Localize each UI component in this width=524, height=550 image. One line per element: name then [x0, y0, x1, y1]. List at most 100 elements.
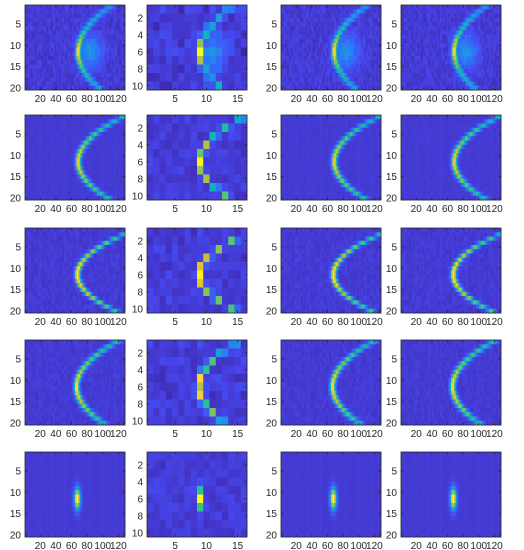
heatmap-cell	[410, 17, 413, 23]
heatmap-cell	[411, 22, 414, 27]
heatmap-cell	[465, 30, 467, 36]
heatmap-cell	[40, 73, 43, 78]
heatmap-cell	[345, 9, 347, 14]
heatmap-cell	[304, 60, 307, 65]
heatmap-cell	[287, 73, 290, 78]
heatmap-cell	[40, 17, 43, 23]
heatmap-cell	[455, 68, 458, 74]
heatmap-cell	[343, 56, 346, 61]
heatmap-cell	[84, 13, 87, 19]
heatmap-cell	[34, 5, 37, 10]
heatmap-cell	[315, 81, 318, 87]
heatmap-cell	[494, 22, 497, 27]
heatmap-cell	[331, 77, 333, 82]
heatmap-cell	[79, 34, 82, 40]
heatmap-cell	[117, 13, 120, 19]
heatmap-cell	[288, 51, 291, 57]
heatmap-cell	[71, 77, 74, 82]
heatmap-cell	[103, 77, 105, 82]
heatmap-cell	[368, 85, 371, 91]
heatmap-cell	[284, 77, 286, 82]
heatmap-cell	[488, 77, 491, 82]
heatmap-cell	[228, 13, 235, 23]
heatmap-cell	[443, 43, 446, 48]
heatmap-cell	[296, 73, 299, 78]
heatmap-cell	[472, 13, 475, 19]
heatmap-cell	[215, 39, 223, 48]
heatmap-cell	[37, 123, 40, 129]
heatmap-cell	[96, 26, 99, 31]
y-tick-label: 5	[391, 20, 397, 31]
heatmap-cell	[60, 119, 63, 124]
heatmap-cell	[430, 17, 433, 23]
heatmap-cell	[443, 81, 446, 87]
heatmap-cell	[479, 73, 481, 78]
heatmap-cell	[366, 47, 369, 53]
heatmap-cell	[306, 34, 308, 40]
heatmap-cell	[73, 157, 76, 163]
heatmap-cell	[432, 43, 435, 48]
heatmap-cell	[474, 85, 477, 91]
heatmap-cell	[90, 81, 93, 87]
heatmap-cell	[348, 13, 351, 19]
heatmap-cell	[115, 43, 118, 48]
heatmap-cell	[482, 9, 485, 14]
heatmap-cell	[404, 47, 406, 53]
heatmap-cell	[45, 39, 48, 44]
heatmap-cell	[307, 51, 310, 57]
heatmap-cell	[159, 47, 167, 57]
heatmap-cell	[326, 81, 329, 87]
heatmap-cell	[93, 77, 96, 82]
heatmap-cell	[39, 13, 41, 19]
heatmap-cell	[120, 5, 123, 10]
heatmap-cell	[449, 64, 452, 70]
heatmap-cell	[153, 73, 160, 82]
heatmap-cell	[426, 5, 428, 10]
x-tick-label: 80	[338, 94, 350, 105]
heatmap-cell	[480, 5, 483, 10]
heatmap-cell	[100, 81, 102, 87]
heatmap-cell	[357, 22, 360, 27]
heatmap-cell	[472, 77, 475, 82]
heatmap-cell	[444, 13, 447, 19]
heatmap-cell	[103, 123, 105, 129]
heatmap-cell	[407, 68, 410, 74]
heatmap-cell	[418, 26, 421, 31]
heatmap-cell	[28, 157, 30, 163]
heatmap-cell	[405, 73, 408, 78]
heatmap-cell	[147, 39, 154, 48]
heatmap-cell	[48, 60, 51, 65]
heatmap-cell	[293, 64, 296, 70]
heatmap-cell	[46, 60, 49, 65]
heatmap-cell	[323, 9, 326, 14]
heatmap-cell	[101, 51, 104, 57]
heatmap-cell	[477, 9, 480, 14]
heatmap-cell	[480, 56, 483, 61]
heatmap-cell	[93, 81, 96, 87]
heatmap-cell	[56, 51, 59, 57]
heatmap-cell	[84, 73, 87, 78]
heatmap-cell	[402, 34, 405, 40]
heatmap-cell	[346, 17, 349, 23]
heatmap-cell	[104, 149, 107, 154]
heatmap-cell	[81, 73, 84, 78]
heatmap-cell	[472, 51, 475, 57]
heatmap-cell	[296, 77, 299, 82]
heatmap-cell	[120, 30, 123, 36]
heatmap-cell	[62, 77, 65, 82]
heatmap-cell	[360, 56, 363, 61]
heatmap-cell	[98, 47, 101, 53]
heatmap-cell	[73, 13, 76, 19]
heatmap-cell	[357, 68, 360, 74]
heatmap-cell	[379, 56, 382, 61]
heatmap-cell	[100, 123, 102, 129]
heatmap-cell	[159, 64, 167, 74]
heatmap-cell	[95, 34, 98, 40]
heatmap-cell	[370, 81, 372, 87]
heatmap-cell	[228, 30, 235, 40]
heatmap-cell	[488, 13, 491, 19]
heatmap-cell	[460, 5, 463, 10]
heatmap-cell	[106, 140, 109, 146]
heatmap-cell	[43, 149, 46, 154]
heatmap-cell	[209, 73, 217, 82]
